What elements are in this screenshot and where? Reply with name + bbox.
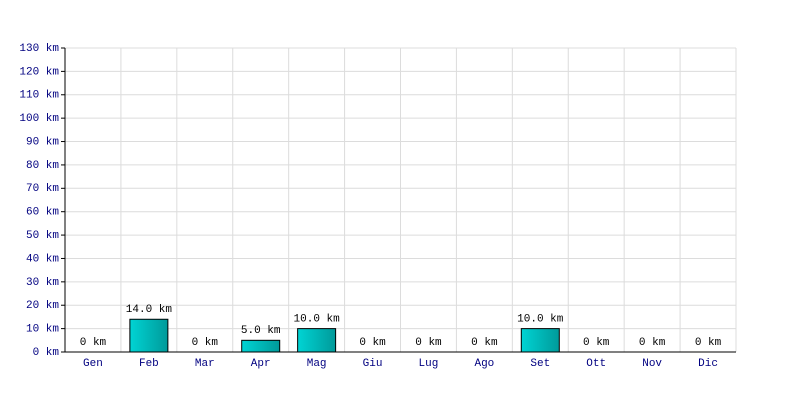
x-tick-label: Apr [251,358,271,370]
y-tick-label: 100 km [19,113,59,125]
value-label: 0 km [80,337,107,349]
bar-shade [297,328,336,352]
bar-shade [241,340,280,352]
bar-outline [241,339,281,353]
value-label: 0 km [639,337,666,349]
value-label: 0 km [415,337,442,349]
x-tick-label: Gen [83,358,103,370]
value-label: 0 km [359,337,386,349]
bar-shade [129,319,168,352]
x-tick-label: Nov [642,358,662,370]
value-label: 14.0 km [126,304,173,316]
y-tick-label: 130 km [19,43,59,55]
y-tick-label: 60 km [26,207,59,219]
y-tick-label: 90 km [26,136,59,148]
x-tick-label: Ago [474,358,494,370]
y-tick-label: 40 km [26,253,59,265]
y-tick-label: 120 km [19,66,59,78]
x-tick-label: Ott [586,358,606,370]
value-label: 0 km [471,337,498,349]
x-tick-label: Dic [698,358,718,370]
bar-outline [520,328,560,353]
value-label: 10.0 km [294,314,341,326]
x-tick-label: Giu [363,358,383,370]
y-tick-label: 80 km [26,160,59,172]
x-tick-label: Mag [307,358,327,370]
x-tick-label: Mar [195,358,215,370]
bar-shade [521,328,560,352]
x-tick-label: Lug [419,358,439,370]
y-tick-label: 70 km [26,183,59,195]
value-label: 0 km [192,337,219,349]
bar-outline [297,328,337,353]
y-tick-label: 110 km [19,90,59,102]
bar-outline [129,318,169,353]
value-label: 10.0 km [517,314,564,326]
value-label: 0 km [695,337,722,349]
y-tick-label: 50 km [26,230,59,242]
y-tick-label: 10 km [26,324,59,336]
y-tick-label: 20 km [26,300,59,312]
y-tick-label: 30 km [26,277,59,289]
x-tick-label: Set [530,358,550,370]
value-label: 0 km [583,337,610,349]
x-tick-label: Feb [139,358,159,370]
value-label: 5.0 km [241,325,281,337]
y-tick-label: 0 km [33,347,60,359]
